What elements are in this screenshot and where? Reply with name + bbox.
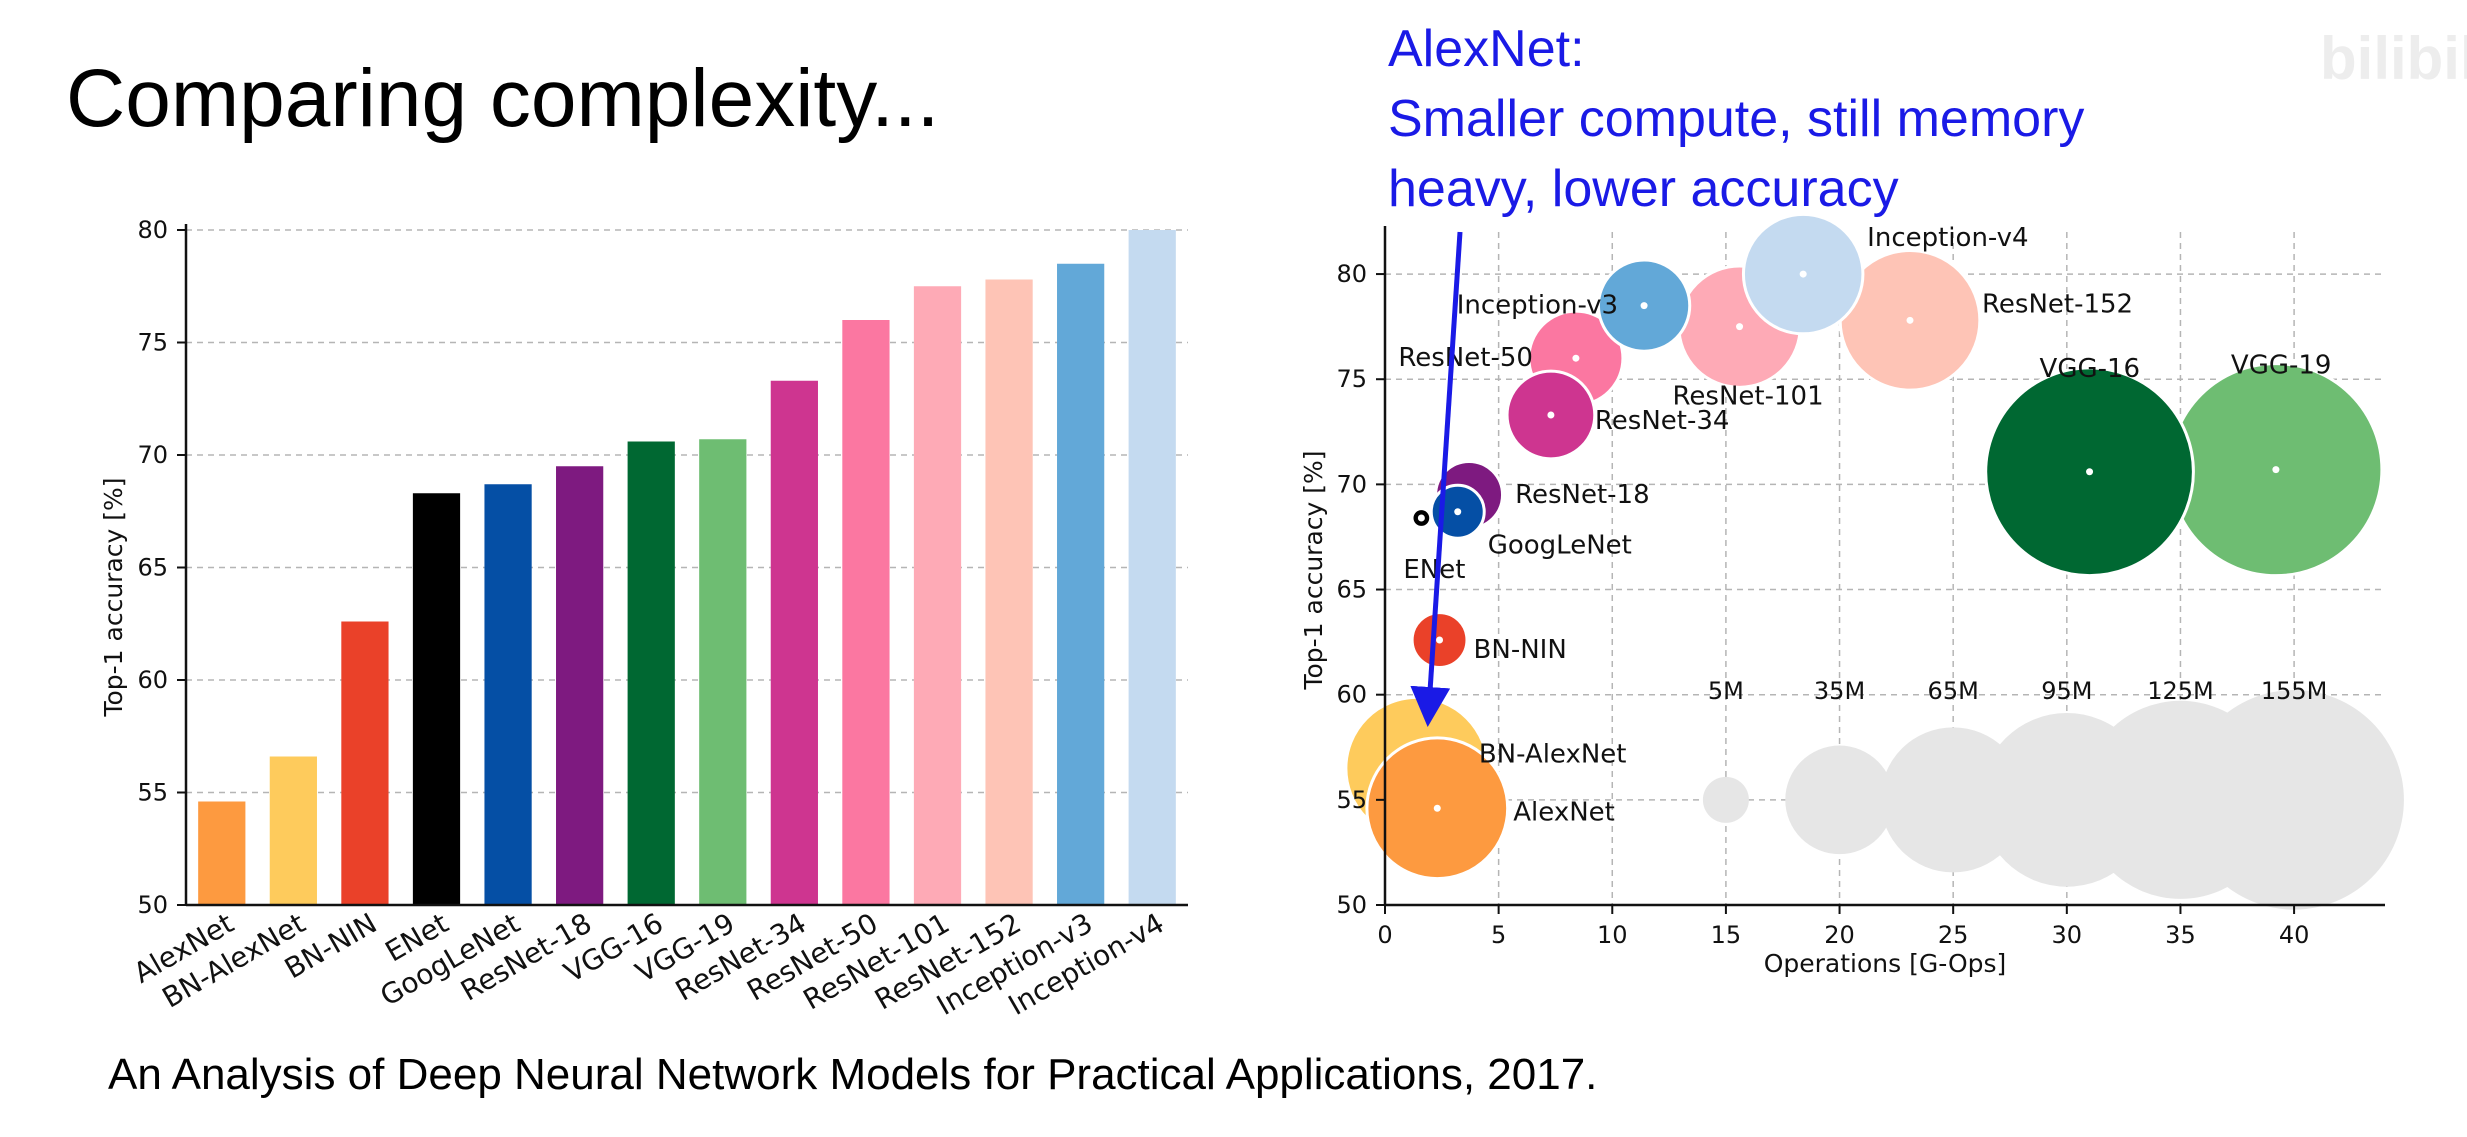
point-label: BN-AlexNet bbox=[1479, 739, 1627, 769]
bar-chart-bars bbox=[198, 230, 1176, 905]
size-legend-label: 155M bbox=[2261, 677, 2328, 705]
y-tick-label: 70 bbox=[1336, 470, 1367, 498]
y-tick-label: 55 bbox=[1336, 786, 1367, 814]
bubble-center-dot bbox=[1799, 270, 1807, 278]
bubble-center-dot bbox=[2086, 468, 2094, 476]
bar bbox=[556, 466, 604, 905]
size-legend-label: 65M bbox=[1928, 677, 1979, 705]
point-label: ENet bbox=[1403, 555, 1465, 585]
point-label: VGG-19 bbox=[2231, 351, 2332, 381]
bar bbox=[412, 493, 461, 905]
callout-arrow bbox=[1410, 231, 1463, 727]
size-legend-bubble bbox=[1702, 776, 1749, 823]
bar bbox=[1128, 230, 1176, 905]
size-legend-label: 5M bbox=[1708, 677, 1744, 705]
bar bbox=[627, 441, 675, 905]
x-tick-label: 0 bbox=[1377, 921, 1392, 949]
point-label: GoogLeNet bbox=[1488, 531, 1632, 561]
point-label: Inception-v3 bbox=[1457, 291, 1618, 321]
callout-line: AlexNet: bbox=[1388, 20, 1585, 78]
scatter-chart-bubbles bbox=[1344, 212, 2404, 910]
slide-title: Comparing complexity... bbox=[66, 53, 940, 144]
bar bbox=[1057, 263, 1105, 905]
bar bbox=[770, 380, 818, 905]
bubble-center-dot bbox=[2272, 466, 2280, 474]
point-label: ResNet-34 bbox=[1595, 406, 1730, 436]
x-tick-label: 20 bbox=[1824, 921, 1855, 949]
bar bbox=[842, 320, 890, 905]
y-tick-label: 65 bbox=[1336, 576, 1367, 604]
scatter-y-axis-label: Top-1 accuracy [%] bbox=[1299, 450, 1328, 690]
x-tick-label: 40 bbox=[2279, 921, 2310, 949]
callout-line: Smaller compute, still memory bbox=[1388, 90, 2085, 148]
y-tick-label: 65 bbox=[137, 554, 168, 582]
x-tick-label: 30 bbox=[2052, 921, 2083, 949]
bubble-center-dot bbox=[1547, 411, 1555, 419]
point-label: ResNet-152 bbox=[1982, 289, 2133, 319]
bar bbox=[341, 621, 389, 905]
bar-y-axis-label: Top-1 accuracy [%] bbox=[99, 477, 128, 717]
size-legend-bubble bbox=[1785, 745, 1894, 855]
x-tick-label: 25 bbox=[1938, 921, 1969, 949]
scatter-chart-axes: 0 5 10 15 20 25 30 35 40 50 55 60 65 70 75 80 bbox=[1336, 226, 2385, 949]
bubble-center-dot bbox=[1454, 508, 1462, 516]
x-tick-label: 5 bbox=[1491, 921, 1506, 949]
y-tick-label: 80 bbox=[1336, 260, 1367, 288]
size-legend-bubble bbox=[2184, 690, 2404, 910]
size-legend-label: 35M bbox=[1814, 677, 1865, 705]
scatter-chart: 0 5 10 15 20 25 30 35 40 50 55 60 65 70 75 80 5M 35M 65M 9… bbox=[1299, 212, 2404, 978]
bar bbox=[484, 484, 532, 905]
y-tick-label: 50 bbox=[137, 891, 168, 919]
point-label: Inception-v4 bbox=[1867, 223, 2028, 253]
size-legend-label: 95M bbox=[2041, 677, 2092, 705]
y-tick-label: 55 bbox=[137, 779, 168, 807]
point-label: ResNet-50 bbox=[1398, 343, 1533, 373]
bubble-center-dot bbox=[1572, 354, 1580, 362]
point-label: BN-NIN bbox=[1474, 635, 1567, 665]
x-tick-label: 15 bbox=[1711, 921, 1742, 949]
y-tick-label: 75 bbox=[1336, 365, 1367, 393]
watermark-logo: bilibili bbox=[2320, 25, 2467, 92]
bubble-center-dot bbox=[1436, 636, 1444, 644]
callout-line: heavy, lower accuracy bbox=[1388, 160, 1899, 218]
bubble-center-dot bbox=[1640, 302, 1648, 310]
bubble-center-dot bbox=[1417, 514, 1425, 522]
point-label: ResNet-18 bbox=[1515, 480, 1650, 510]
y-tick-label: 70 bbox=[137, 441, 168, 469]
x-tick-label: 35 bbox=[2165, 921, 2196, 949]
point-label: VGG-16 bbox=[2040, 354, 2141, 384]
point-label: ResNet-101 bbox=[1673, 382, 1824, 412]
bar bbox=[913, 286, 962, 905]
y-tick-label: 60 bbox=[1336, 681, 1367, 709]
alexnet-callout: AlexNet: Smaller compute, still memory h… bbox=[1388, 14, 2084, 224]
bubble-center-dot bbox=[1736, 323, 1744, 331]
bar bbox=[198, 801, 246, 905]
y-tick-label: 80 bbox=[137, 216, 168, 244]
citation: An Analysis of Deep Neural Network Model… bbox=[108, 1050, 1598, 1099]
bar bbox=[269, 756, 317, 905]
bubble-center-dot bbox=[1906, 316, 1914, 324]
bubble-center-dot bbox=[1433, 804, 1441, 812]
scatter-chart-labels: 5M 35M 65M 95M 125M 155M AlexNet BN-AlexNet BN-N… bbox=[1398, 223, 2331, 827]
bar-chart: 50556065707580AlexNetBN-AlexNetBN-NINENe… bbox=[99, 216, 1188, 1022]
bar bbox=[985, 279, 1033, 905]
size-legend-label: 125M bbox=[2147, 677, 2214, 705]
bar bbox=[699, 439, 747, 905]
y-tick-label: 60 bbox=[137, 666, 168, 694]
x-tick-label: 10 bbox=[1597, 921, 1628, 949]
y-tick-label: 75 bbox=[137, 329, 168, 357]
point-label: AlexNet bbox=[1513, 797, 1615, 827]
y-tick-label: 50 bbox=[1336, 891, 1367, 919]
scatter-x-axis-label: Operations [G-Ops] bbox=[1764, 949, 2007, 978]
